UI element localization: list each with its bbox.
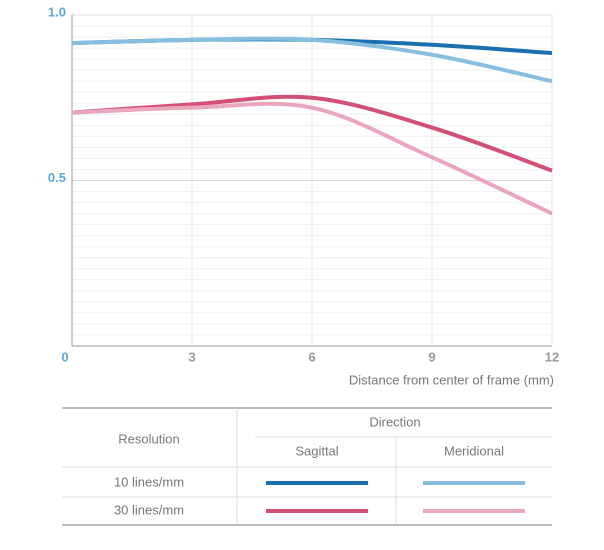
x-tick-label: 0 <box>61 349 68 364</box>
series-line <box>71 94 553 173</box>
x-tick-label: 6 <box>308 349 315 364</box>
column-label: Meridional <box>444 443 504 458</box>
series-line <box>71 101 553 216</box>
legend-table <box>62 407 552 526</box>
y-tick-label: 0.5 <box>48 170 66 185</box>
row-label: 30 lines/mm <box>114 502 184 517</box>
x-tick-label: 9 <box>428 349 435 364</box>
table-header: Direction <box>369 414 420 429</box>
column-label: Sagittal <box>295 443 338 458</box>
x-tick-label: 12 <box>545 349 559 364</box>
x-axis-label: Distance from center of frame (mm) <box>349 372 554 387</box>
table-header: Resolution <box>118 431 179 446</box>
series-line <box>71 36 553 84</box>
y-tick-label: 1.0 <box>48 4 66 19</box>
row-label: 10 lines/mm <box>114 474 184 489</box>
x-tick-label: 3 <box>188 349 195 364</box>
